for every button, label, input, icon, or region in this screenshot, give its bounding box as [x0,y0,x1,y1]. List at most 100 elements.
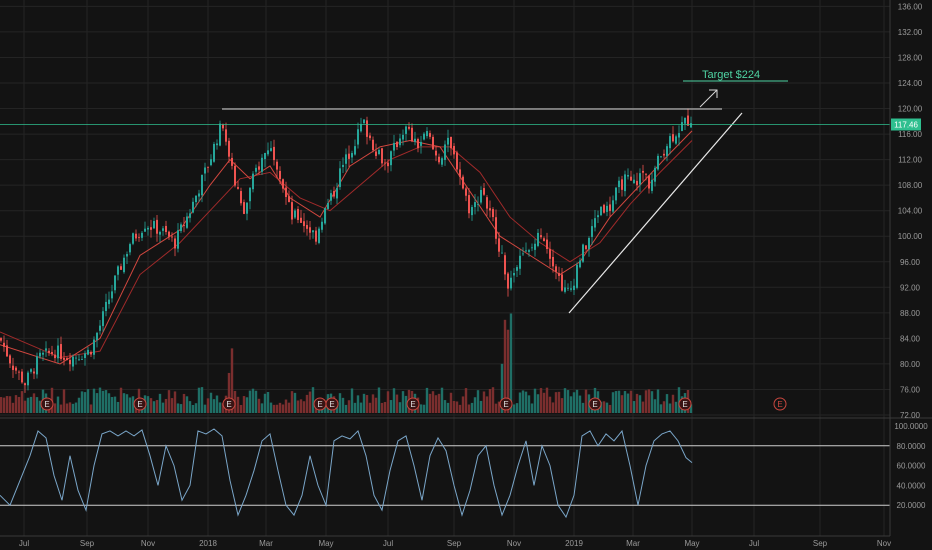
candle-body [207,166,209,168]
candle-body [354,146,356,155]
candle-body [549,249,551,259]
volume-bar [254,390,258,413]
candle-body [633,179,635,184]
earnings-marker[interactable] [222,397,236,411]
candle-body [345,154,347,164]
candle-body [327,203,329,209]
candle-body [246,202,248,214]
candle-body [33,371,35,374]
earnings-marker[interactable] [499,397,513,411]
volume-bar [203,404,207,413]
earnings-marker[interactable] [325,397,339,411]
osc-tick-label: 80.0000 [897,442,926,451]
volume-bar [689,404,693,413]
volume-bar [20,391,24,413]
volume-bar [656,389,660,413]
candle-body [684,117,686,124]
candle-body [129,244,131,253]
candle-body [171,236,173,238]
price-tick-label: 80.00 [900,360,921,369]
volume-bar [404,395,408,413]
candle-body [309,227,311,233]
candle-body [312,230,314,233]
trend-line[interactable] [568,112,743,314]
drawings[interactable]: Target $224 [222,69,788,314]
candle-body [108,299,110,305]
volume-bar [8,396,12,413]
volume-bar [476,390,480,413]
candle-body [564,287,566,292]
candle-body [351,153,353,158]
volume-bar [566,390,570,413]
volume-bar [236,396,240,413]
x-tick-label: Jul [19,539,29,548]
volume-bar [662,401,666,413]
candle-body [276,161,278,170]
volume-bar [176,403,180,413]
volume-bar [614,391,618,413]
volume-bar [275,404,279,413]
volume-bar [500,363,504,413]
candle-body [21,371,23,383]
volume-bar [545,387,549,413]
candle-body [372,139,374,151]
candle-body [486,197,488,209]
earnings-marker[interactable] [406,397,420,411]
target-arrow[interactable] [699,89,718,108]
candle-body [291,202,293,220]
candle-body [324,208,326,224]
volume-bar [437,393,441,413]
volume-bar [113,396,117,413]
x-tick-label: Sep [80,539,95,548]
volume-bar [482,391,486,413]
candle-body [123,257,125,273]
volume-bar [548,396,552,413]
volume-bar [386,391,390,413]
volume-bar [665,394,669,413]
price-tick-label: 84.00 [900,334,921,343]
volume-bar [641,401,645,413]
earnings-marker-future[interactable] [773,397,787,411]
candle-body [279,170,281,180]
candle-body [666,146,668,156]
price-tick-label: 108.00 [898,181,923,190]
volume-bar [146,396,150,413]
volume-bar [479,400,483,413]
candle-body [153,221,155,229]
volume-bar [647,389,651,413]
candle-body [561,274,563,291]
volume-bar [398,402,402,413]
volume-bar [341,397,345,413]
candle-body [480,189,482,203]
earnings-marker[interactable] [133,397,147,411]
earnings-marker[interactable] [40,397,54,411]
volume-bar [464,388,468,413]
price-tick-label: 116.00 [898,130,922,139]
candle-body [384,162,386,164]
x-tick-label: Nov [507,539,521,548]
candle-body [162,228,164,231]
earnings-marker-label: E [592,400,597,409]
candle-body [321,221,323,230]
volume-bar [59,404,63,413]
volume-bar [35,397,39,413]
moving-averages [0,130,693,365]
volume-bar [503,319,507,413]
volume-bar [62,389,66,413]
earnings-marker[interactable] [588,397,602,411]
volume-bar [53,403,57,413]
candle-body [429,133,431,137]
osc-tick-label: 60.0000 [897,462,926,471]
ma-slow-line [0,140,693,359]
volume-bar [251,388,255,413]
candle-body [450,136,452,149]
candle-body [603,204,605,213]
candle-body [393,142,395,151]
candle-body [495,217,497,239]
earnings-marker[interactable] [678,397,692,411]
candle-body [651,179,653,191]
candle-body [348,153,350,159]
volume-bar [110,397,114,413]
candle-body [357,129,359,145]
